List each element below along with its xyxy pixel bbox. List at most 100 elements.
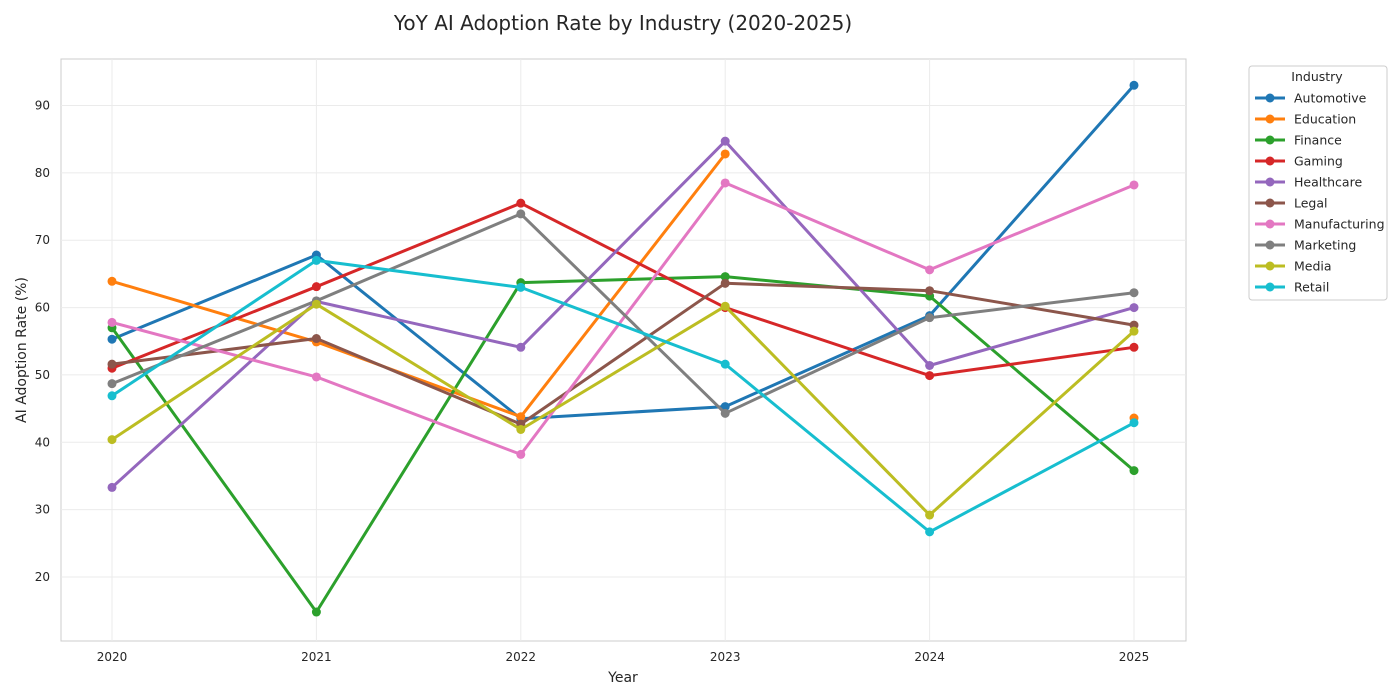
data-point-retail [107, 391, 117, 401]
data-point-marketing [925, 313, 935, 323]
series-line-manufacturing [110, 181, 1136, 456]
legend-title: Industry [1291, 69, 1343, 84]
data-point-legal [925, 286, 935, 296]
series-manufacturing [107, 178, 1139, 459]
data-point-legal [107, 359, 117, 369]
legend-swatch-marker [1265, 240, 1275, 250]
series-line-media [110, 302, 1136, 517]
legend-label: Finance [1294, 133, 1342, 148]
series-retail [107, 255, 1139, 537]
legend-item-marketing: Marketing [1255, 238, 1356, 253]
y-tick-label: 30 [35, 503, 50, 517]
data-point-media [925, 510, 935, 520]
data-point-manufacturing [925, 265, 935, 275]
y-tick-label: 90 [35, 98, 50, 112]
data-point-healthcare [107, 482, 117, 492]
data-point-automotive [720, 402, 730, 412]
legend-swatch-marker [1265, 93, 1275, 103]
legend-swatch-marker [1265, 156, 1275, 166]
series-media [107, 299, 1139, 520]
data-point-manufacturing [107, 317, 117, 327]
legend-item-education: Education [1255, 112, 1356, 127]
legend-label: Education [1294, 112, 1356, 127]
data-point-finance [1129, 466, 1139, 476]
x-tick-label: 2021 [301, 650, 332, 664]
data-point-healthcare [1129, 303, 1139, 313]
data-point-education [720, 149, 730, 159]
data-point-retail [925, 527, 935, 537]
legend: Industry Automotive Education Finance Gamin… [1248, 65, 1388, 301]
data-point-media [720, 301, 730, 311]
data-point-retail [1129, 418, 1139, 428]
legend-swatch-marker [1265, 135, 1275, 145]
legend-item-automotive: Automotive [1255, 91, 1367, 106]
data-point-retail [311, 255, 321, 265]
data-point-media [1129, 326, 1139, 336]
data-point-automotive [1129, 80, 1139, 90]
legend-item-gaming: Gaming [1255, 154, 1343, 169]
data-point-media [516, 424, 526, 434]
series-line-automotive [110, 83, 1136, 421]
legend-swatch-marker [1265, 219, 1275, 229]
legend-item-retail: Retail [1255, 280, 1329, 295]
data-point-legal [311, 334, 321, 344]
chart-title: YoY AI Adoption Rate by Industry (2020-2… [393, 11, 852, 35]
legend-item-legal: Legal [1255, 196, 1328, 211]
data-point-education [107, 276, 117, 286]
data-point-finance [311, 607, 321, 617]
legend-label: Retail [1294, 280, 1329, 295]
series-lines [107, 80, 1139, 617]
legend-item-manufacturing: Manufacturing [1255, 217, 1385, 232]
y-tick-label: 80 [35, 166, 50, 180]
legend-label: Manufacturing [1294, 217, 1385, 232]
y-axis-label: AI Adoption Rate (%) [14, 277, 30, 423]
series-line-legal [110, 281, 1136, 426]
legend-label: Media [1294, 259, 1332, 274]
data-point-gaming [516, 198, 526, 208]
y-tick-label: 40 [35, 435, 50, 449]
data-point-manufacturing [311, 372, 321, 382]
data-point-marketing [1129, 288, 1139, 298]
legend-swatch-marker [1265, 114, 1275, 124]
data-point-retail [516, 282, 526, 292]
data-point-gaming [925, 371, 935, 381]
legend-label: Gaming [1294, 154, 1343, 169]
data-point-finance [720, 272, 730, 282]
x-tick-label: 2020 [97, 650, 128, 664]
data-point-healthcare [720, 136, 730, 146]
x-tick-label: 2024 [914, 650, 945, 664]
x-tick-label: 2022 [506, 650, 537, 664]
legend-swatch-marker [1265, 261, 1275, 271]
series-line-marketing [110, 212, 1136, 415]
legend-swatch-marker [1265, 198, 1275, 208]
data-point-healthcare [925, 360, 935, 370]
data-point-marketing [516, 209, 526, 219]
x-tick-label: 2025 [1119, 650, 1150, 664]
y-axis-ticks: 20 30 40 50 60 70 80 90 [35, 98, 50, 584]
series-line-healthcare [110, 139, 1136, 489]
x-axis-ticks: 2020 2021 2022 2023 2024 2025 [97, 650, 1150, 664]
data-point-retail [720, 359, 730, 369]
data-point-marketing [107, 379, 117, 389]
data-point-education [516, 412, 526, 422]
data-point-manufacturing [720, 178, 730, 188]
series-line-gaming [110, 201, 1136, 378]
data-point-healthcare [516, 342, 526, 352]
legend-swatch-marker [1265, 177, 1275, 187]
series-marketing [107, 209, 1139, 418]
x-axis-label: Year [607, 670, 638, 686]
series-line-education [110, 152, 727, 419]
legend-label: Healthcare [1294, 175, 1362, 190]
data-point-media [311, 299, 321, 309]
x-tick-label: 2023 [710, 650, 741, 664]
legend-label: Marketing [1294, 238, 1356, 253]
legend-label: Automotive [1294, 91, 1367, 106]
data-point-manufacturing [516, 449, 526, 459]
data-point-media [107, 435, 117, 445]
legend-item-media: Media [1255, 259, 1332, 274]
y-tick-label: 60 [35, 301, 50, 315]
series-line-retail [110, 258, 1136, 534]
data-point-gaming [1129, 342, 1139, 352]
legend-swatch-marker [1265, 282, 1275, 292]
